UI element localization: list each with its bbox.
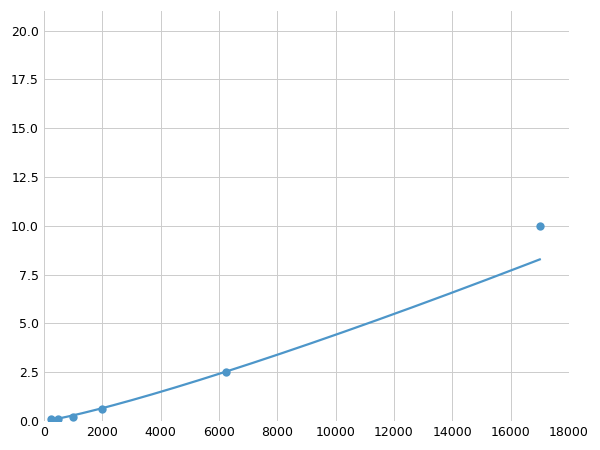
Point: [68, 414, 78, 421]
Point: [221, 369, 231, 376]
Point: [53, 415, 63, 422]
Point: [535, 222, 545, 230]
Point: [46, 416, 56, 423]
Point: [97, 406, 107, 413]
